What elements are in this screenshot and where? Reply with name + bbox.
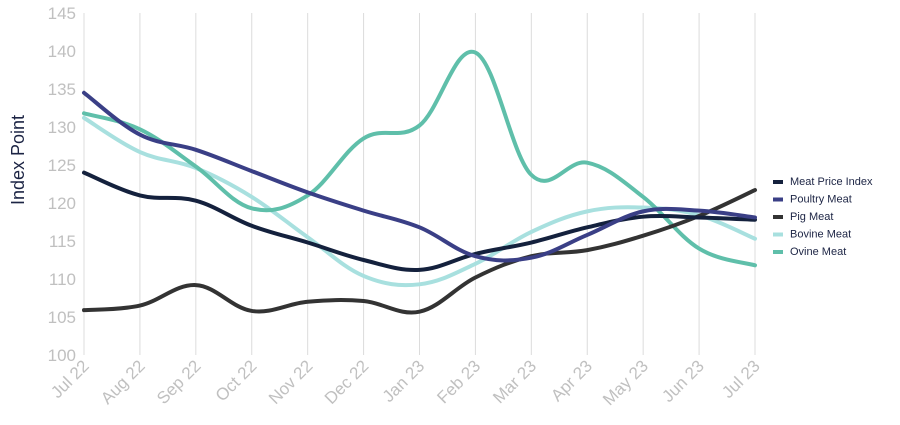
y-tick-label: 110 xyxy=(49,270,76,289)
y-tick-label: 100 xyxy=(48,346,76,365)
x-tick-label: Jan 23 xyxy=(379,356,429,406)
series-line-ovine-meat xyxy=(82,49,757,268)
series-lines xyxy=(82,49,757,315)
x-tick-label: Oct 22 xyxy=(212,356,261,405)
y-tick-label: 115 xyxy=(49,232,76,251)
legend-swatch xyxy=(773,232,783,237)
y-axis-ticks: 100 105 110 115 120 125 130 135 140 145 xyxy=(48,4,76,365)
legend-swatch xyxy=(773,197,783,202)
y-axis-label: Index Point xyxy=(8,115,28,205)
x-tick-label: May 23 xyxy=(599,356,652,409)
x-tick-label: Apr 23 xyxy=(547,356,596,405)
x-axis-ticks: Jul 22 Aug 22 Sep 22 Oct 22 Nov 22 Dec 22 Jan … xyxy=(47,356,764,409)
y-tick-label: 135 xyxy=(48,80,76,99)
x-tick-label: Sep 22 xyxy=(153,356,205,408)
legend-swatch xyxy=(773,250,783,254)
legend-label: Bovine Meat xyxy=(790,229,851,241)
y-tick-label: 145 xyxy=(48,4,76,23)
legend-label: Pig Meat xyxy=(790,211,833,223)
legend-label: Ovine Meat xyxy=(790,246,846,258)
x-tick-label: Jun 23 xyxy=(658,356,708,406)
x-tick-label: Feb 23 xyxy=(433,356,484,407)
legend-label: Meat Price Index xyxy=(790,176,873,188)
legend-label: Poultry Meat xyxy=(790,194,852,206)
y-tick-label: 120 xyxy=(48,194,76,213)
grid xyxy=(83,13,756,355)
legend-swatch xyxy=(773,180,783,184)
series-line-poultry-meat xyxy=(82,90,757,263)
legend-swatch xyxy=(773,215,783,219)
y-tick-label: 130 xyxy=(48,118,76,137)
y-tick-label: 125 xyxy=(48,156,76,175)
y-tick-label: 105 xyxy=(48,308,76,327)
legend: Meat Price Index Poultry Meat Pig Meat Bovi… xyxy=(773,176,873,258)
x-tick-label: Dec 22 xyxy=(321,356,373,408)
x-tick-label: Nov 22 xyxy=(265,356,317,408)
series-line-pig-meat xyxy=(82,188,757,315)
series-line-meat-price-index xyxy=(82,170,757,272)
x-tick-label: Aug 22 xyxy=(97,356,149,408)
x-tick-label: Mar 23 xyxy=(489,356,540,407)
x-tick-label: Jul 23 xyxy=(718,356,764,402)
y-tick-label: 140 xyxy=(48,42,76,61)
